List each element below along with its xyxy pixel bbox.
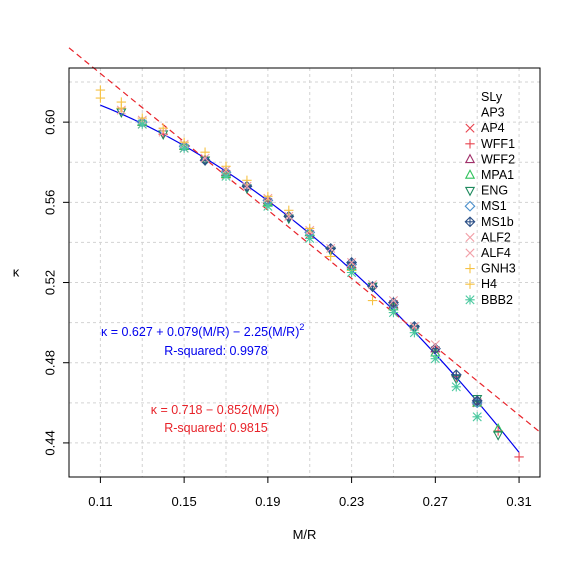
point-alf4 [388,295,399,306]
point-bbb2 [430,354,441,364]
point-h4 [242,175,252,185]
y-tick-label: 0.56 [43,190,58,215]
point-gnh3 [95,93,106,103]
legend-label-ap4: AP4 [481,121,505,135]
legend-label-mpa1: MPA1 [481,168,514,182]
legend-label-gnh3: GNH3 [481,262,516,276]
legend-label-alf2: ALF2 [481,230,511,244]
legend-label-ms1: MS1 [481,199,507,213]
x-axis-label: M/R [293,527,317,542]
x-axis: 0.11 0.15 0.19 0.23 0.27 0.31 [88,477,532,509]
legend-marker-gnh3 [465,263,475,274]
point-gnh3 [263,191,273,202]
legend-label-ms1b: MS1b [481,215,514,229]
y-tick-label: 0.44 [43,430,58,455]
legend-marker-ms1b [464,216,476,228]
point-gnh3 [367,295,378,306]
legend-label-ap3: AP3 [481,106,505,120]
fit-lines [68,47,541,453]
legend-marker-wff2 [464,153,476,164]
series-ms1b [199,154,483,407]
point-alf2 [367,279,378,290]
point-bbb2 [472,412,482,422]
point-alf2 [200,153,210,163]
legend-label-wff2: WFF2 [481,152,515,166]
point-ms1b [367,281,379,293]
point-bbb2 [221,171,231,181]
point-h4 [158,123,168,133]
x-tick-label: 0.27 [423,494,448,509]
point-alf2 [326,243,336,254]
annotation-lin-eq: κ = 0.718 − 0.852(M/R) [151,403,280,417]
legend-marker-wff1 [465,139,475,149]
legend-label-wff1: WFF1 [481,137,515,151]
legend-marker-eng [464,186,476,197]
annotation-lin-r2: R-squared: 0.9815 [164,421,268,435]
point-wff1 [514,452,524,462]
point-ms1b [450,369,462,381]
x-tick-label: 0.15 [171,494,196,509]
point-h4 [284,205,294,216]
legend-label-bbb2: BBB2 [481,293,513,307]
y-tick-label: 0.48 [43,350,58,375]
series-h4 [95,85,336,262]
annotations: κ = 0.627 + 0.079(M/R) − 2.25(M/R)2 R-squ… [101,322,304,435]
point-h4 [325,251,336,262]
legend-marker-alf4 [465,248,475,258]
fit-line-linear [68,47,541,433]
point-bbb2 [346,267,357,278]
x-tick-label: 0.23 [339,494,364,509]
legend-marker-bbb2 [465,295,475,305]
annotation-superscript: 2 [299,322,304,332]
data-points [95,85,524,462]
y-tick-label: 0.60 [43,109,58,134]
point-bbb2 [179,143,189,153]
point-ms1b [471,395,483,407]
legend-label-alf4: ALF4 [481,246,511,260]
point-eng [493,431,504,441]
series-alf2 [116,105,419,332]
y-axis: 0.44 0.48 0.52 0.56 0.60 [43,109,69,456]
point-h4 [95,85,106,95]
point-bbb2 [388,307,399,318]
point-h4 [116,97,127,107]
legend-marker-alf2 [465,232,475,242]
point-alf2 [284,211,294,221]
point-ms1b [387,297,399,309]
x-tick-label: 0.11 [88,494,112,509]
x-tick-label: 0.31 [506,494,531,509]
point-bbb2 [305,233,315,244]
y-axis-label: κ [13,265,20,280]
legend-marker-ms1 [464,200,476,212]
point-bbb2 [263,201,273,212]
legend-marker-mpa1 [464,169,476,179]
legend-label-eng: ENG [481,184,508,198]
legend-marker-h4 [465,279,475,289]
point-bbb2 [137,119,147,129]
point-bbb2 [451,382,461,392]
x-tick-label: 0.19 [255,494,280,509]
legend-marker-ap4 [465,123,475,133]
annotation-quad-eq: κ = 0.627 + 0.079(M/R) − 2.25(M/R)2 [101,322,304,339]
point-alf4 [430,340,440,350]
point-ms1b [199,154,211,166]
point-alf2 [242,181,252,191]
point-bbb2 [409,327,420,338]
legend-label-h4: H4 [481,277,497,291]
point-gnh3 [221,161,231,171]
point-gnh3 [305,223,315,234]
series-bbb2 [137,119,482,422]
point-alf4 [347,257,357,268]
y-tick-label: 0.52 [43,270,58,295]
annotation-quad-r2: R-squared: 0.9978 [164,344,268,358]
plot-frame [68,67,541,478]
legend-label-sly: SLy [481,90,503,104]
point-h4 [200,147,210,157]
series-mpa1 [137,116,504,433]
